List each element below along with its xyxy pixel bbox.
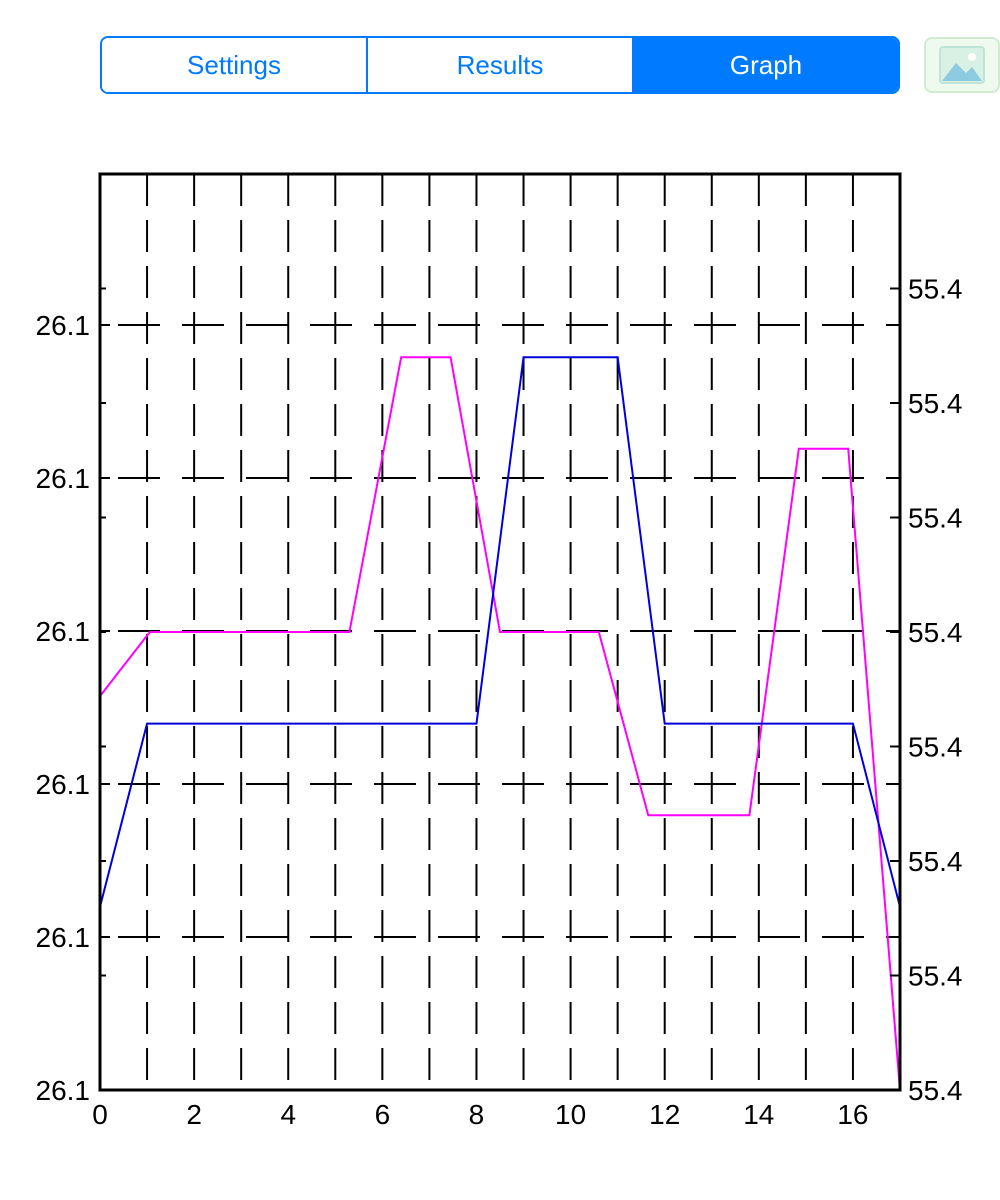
- tab-results[interactable]: Results: [366, 38, 632, 92]
- y-right-tick-label: 55.4: [908, 503, 963, 534]
- y-right-tick-label: 55.4: [908, 617, 963, 648]
- tick-labels: 26.1 26.1 26.1 26.1 26.1 26.1 55.4 55.4 55.4 55.4…: [36, 274, 963, 1131]
- series-line-magenta: [100, 356, 900, 1090]
- y-right-tick-label: 55.4: [908, 732, 963, 763]
- x-tick-label: 4: [280, 1099, 296, 1130]
- y-right-tick-label: 55.4: [908, 1075, 963, 1106]
- y-left-tick-label: 26.1: [36, 769, 91, 800]
- x-tick-label: 2: [186, 1099, 202, 1130]
- view-segmented-control: Settings Results Graph: [100, 36, 900, 94]
- series-line-blue: [100, 356, 900, 908]
- y-left-tick-label: 26.1: [36, 310, 91, 341]
- tab-graph[interactable]: Graph: [632, 38, 898, 92]
- tab-settings[interactable]: Settings: [102, 38, 366, 92]
- x-tick-label: 16: [837, 1099, 868, 1130]
- series-layer: [100, 356, 900, 1090]
- y-right-tick-label: 55.4: [908, 846, 963, 877]
- x-tick-label: 14: [743, 1099, 774, 1130]
- image-icon: [939, 46, 985, 84]
- y-right-tick-label: 55.4: [908, 274, 963, 305]
- x-tick-label: 6: [375, 1099, 391, 1130]
- x-tick-label: 0: [92, 1099, 108, 1130]
- x-tick-label: 8: [469, 1099, 485, 1130]
- image-button[interactable]: [924, 37, 1000, 93]
- y-left-tick-label: 26.1: [36, 463, 91, 494]
- y-left-tick-label: 26.1: [36, 1075, 91, 1106]
- grid-lines: [100, 174, 900, 1090]
- x-tick-label: 10: [555, 1099, 586, 1130]
- y-right-tick-label: 55.4: [908, 961, 963, 992]
- y-left-tick-label: 26.1: [36, 616, 91, 647]
- y-right-tick-label: 55.4: [908, 388, 963, 419]
- x-tick-label: 12: [649, 1099, 680, 1130]
- ticks: [100, 287, 900, 977]
- y-left-tick-label: 26.1: [36, 922, 91, 953]
